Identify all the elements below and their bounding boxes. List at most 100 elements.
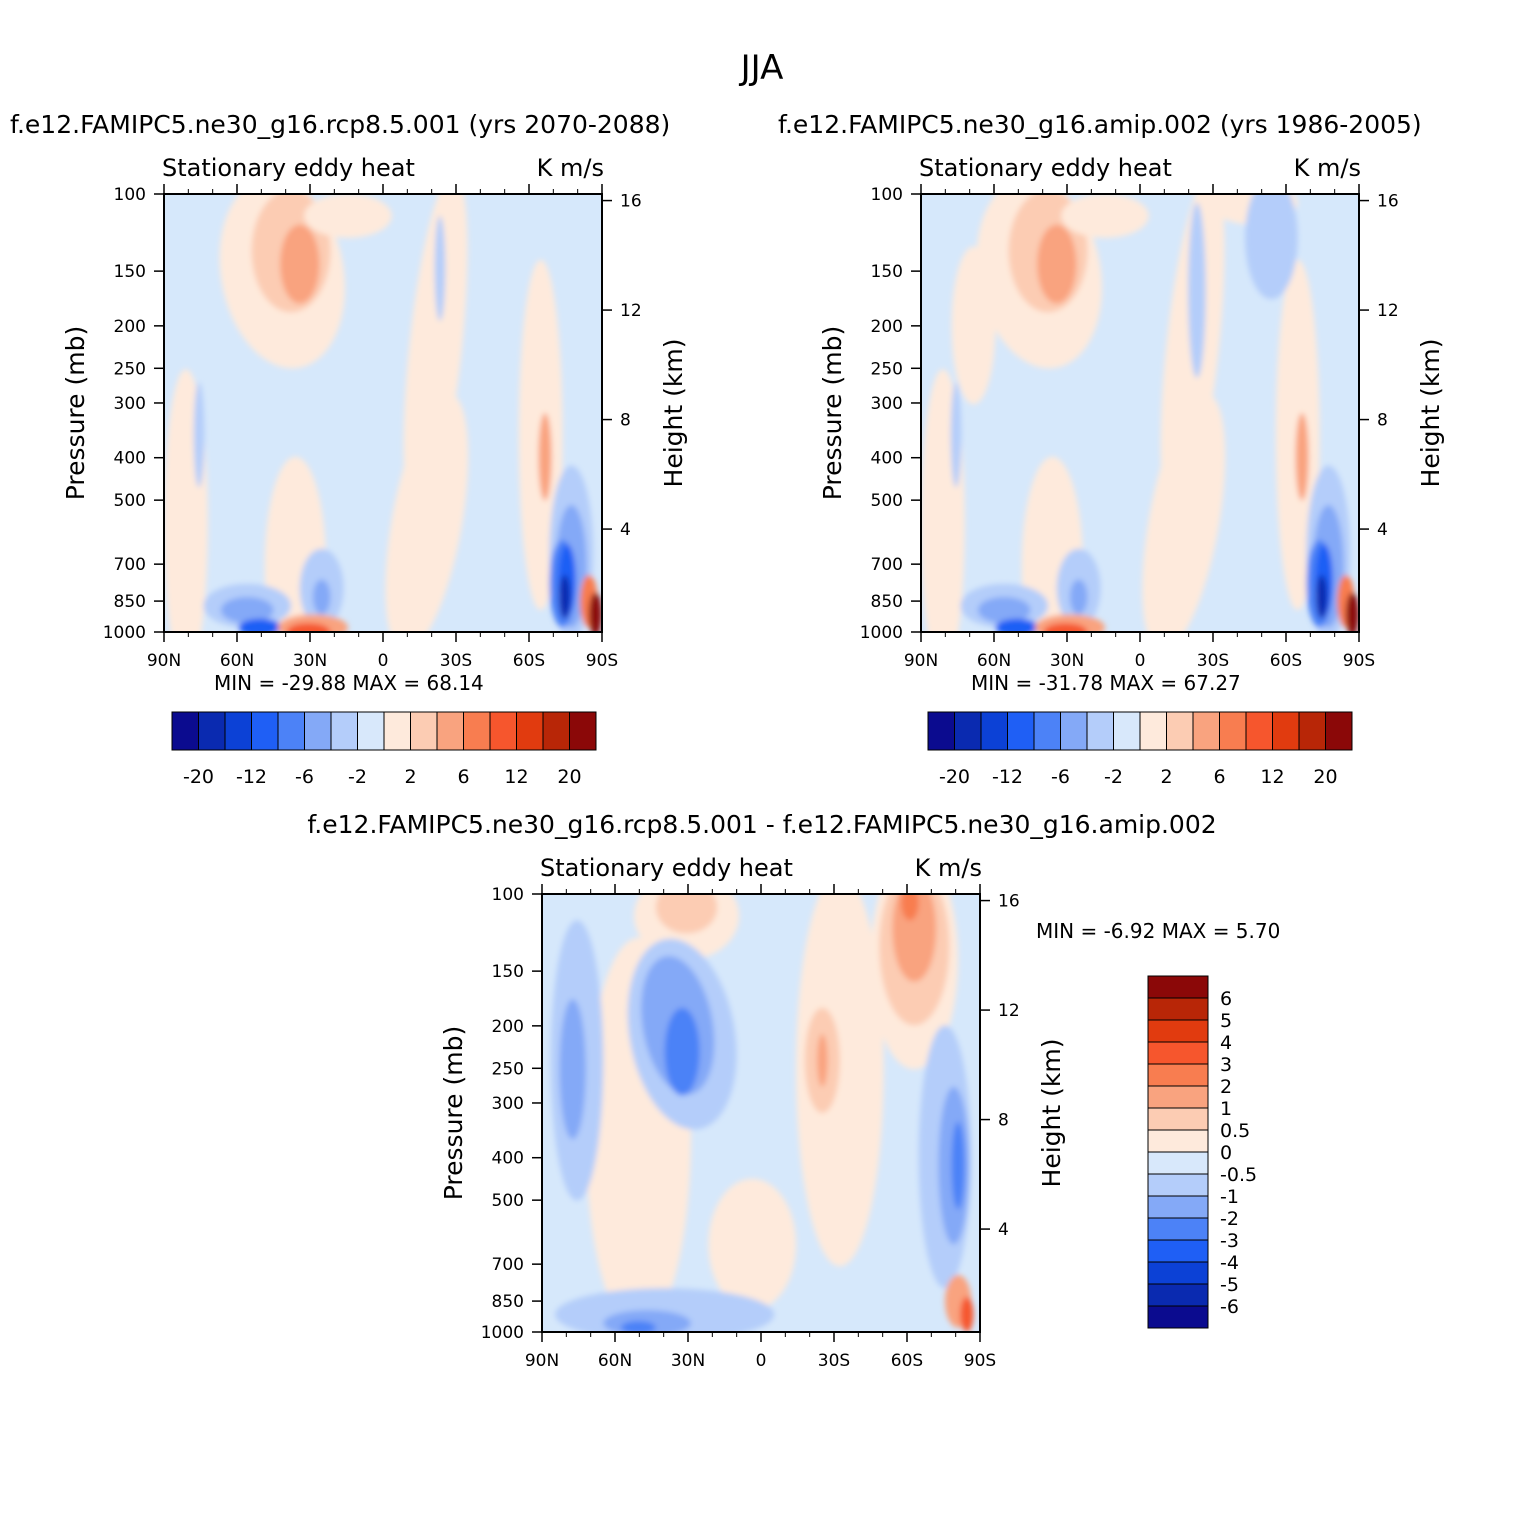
x-tick-label: 60S xyxy=(513,651,545,671)
colorbar-label: -2 xyxy=(1220,1208,1239,1230)
colorbar-box xyxy=(1147,1283,1209,1307)
colorbar-box xyxy=(1192,711,1220,751)
colorbar-box xyxy=(330,711,358,751)
y-tick-label: 200 xyxy=(871,317,903,337)
colorbar-label: 6 xyxy=(457,766,469,788)
x-tick-label: 60N xyxy=(220,651,254,671)
colorbar-box xyxy=(1007,711,1035,751)
panel-left-label: Stationary eddy heat xyxy=(919,154,1172,182)
y-tick-label: 250 xyxy=(114,359,146,379)
min-max-text: MIN = -31.78 MAX = 67.27 xyxy=(971,671,1241,695)
colorbar-box xyxy=(383,711,411,751)
colorbar-box xyxy=(436,711,464,751)
colorbar-box xyxy=(1086,711,1114,751)
colorbar-box xyxy=(1166,711,1194,751)
colorbar-box xyxy=(357,711,385,751)
x-tick-label: 30S xyxy=(440,651,472,671)
colorbar-box xyxy=(277,711,305,751)
colorbar-box xyxy=(1147,1129,1209,1153)
colorbar-box xyxy=(1060,711,1088,751)
contour-field xyxy=(164,194,602,632)
y-tick-label: 850 xyxy=(871,592,903,612)
colorbar-box xyxy=(1033,711,1061,751)
colorbar-box xyxy=(1147,1041,1209,1065)
colorbar-label: -3 xyxy=(1220,1230,1239,1252)
colorbar-label: -4 xyxy=(1220,1252,1239,1274)
colorbar-box xyxy=(1147,1085,1209,1109)
colorbar-box xyxy=(569,711,597,751)
colorbar-box xyxy=(927,711,955,751)
x-tick-label: 30N xyxy=(671,1351,705,1371)
x-tick-label: 0 xyxy=(378,651,389,671)
colorbar-box xyxy=(1147,1261,1209,1285)
colorbar-2: -20 -12 -6 -2 2 6 12 20 MIN = -31.78 MAX = 67.27 xyxy=(927,671,1353,788)
panel1-title: f.e12.FAMIPC5.ne30_g16.rcp8.5.001 (yrs 2… xyxy=(10,110,671,139)
y-tick-label: 100 xyxy=(114,185,146,205)
y-tick-label: 1000 xyxy=(103,623,146,643)
colorbar-label: 3 xyxy=(1220,1054,1232,1076)
colorbar-label: 0 xyxy=(1220,1142,1232,1164)
y-tick-label: 250 xyxy=(492,1059,524,1079)
colorbar-box xyxy=(1147,1063,1209,1087)
colorbar-box xyxy=(1147,1151,1209,1175)
x-tick-label: 0 xyxy=(1135,651,1146,671)
y-tick-label: 100 xyxy=(492,885,524,905)
y-tick-label: 150 xyxy=(871,262,903,282)
colorbar-label: -2 xyxy=(1104,766,1123,788)
colorbar-label: 20 xyxy=(557,766,581,788)
y-tick-label: 400 xyxy=(114,449,146,469)
colorbar-box xyxy=(1147,1173,1209,1197)
y2-tick-label: 16 xyxy=(998,892,1020,912)
colorbar-label: -20 xyxy=(183,766,214,788)
x-tick-label: 90S xyxy=(1343,651,1375,671)
y2-axis-title: Height (km) xyxy=(1037,1039,1066,1188)
y-tick-label: 150 xyxy=(114,262,146,282)
y2-tick-label: 12 xyxy=(1377,301,1399,321)
colorbar-label: -12 xyxy=(992,766,1023,788)
contour-field xyxy=(542,894,980,1332)
panel3-title: f.e12.FAMIPC5.ne30_g16.rcp8.5.001 - f.e1… xyxy=(307,810,1217,839)
y2-tick-label: 12 xyxy=(998,1001,1020,1021)
colorbar-box xyxy=(1147,1217,1209,1241)
panel-2: 90N 60N 30N 0 30S 60S 90S 100 150 200 250 300 400 500… xyxy=(818,154,1445,671)
colorbar-box xyxy=(171,711,199,751)
panel-left-label: Stationary eddy heat xyxy=(540,854,793,882)
colorbar-box xyxy=(1147,1019,1209,1043)
x-tick-label: 90S xyxy=(586,651,618,671)
colorbar-box xyxy=(1113,711,1141,751)
y-tick-label: 100 xyxy=(871,185,903,205)
y-tick-label: 300 xyxy=(492,1094,524,1114)
colorbar-box xyxy=(1147,975,1209,999)
colorbar-label: 6 xyxy=(1213,766,1225,788)
colorbar-label: 1 xyxy=(1220,1098,1232,1120)
colorbar-box xyxy=(489,711,517,751)
colorbar-box xyxy=(1147,1305,1209,1329)
y-tick-label: 700 xyxy=(871,555,903,575)
colorbar-box xyxy=(1219,711,1247,751)
colorbar-label: -6 xyxy=(1220,1296,1239,1318)
y2-tick-label: 8 xyxy=(998,1111,1009,1131)
panel-units-label: K m/s xyxy=(1294,154,1361,182)
x-tick-label: 60N xyxy=(977,651,1011,671)
y-tick-label: 700 xyxy=(492,1255,524,1275)
panel-units-label: K m/s xyxy=(915,854,982,882)
colorbar-box xyxy=(1147,1107,1209,1131)
y-tick-label: 200 xyxy=(114,317,146,337)
colorbar-label: 2 xyxy=(1160,766,1172,788)
colorbar-label: -6 xyxy=(295,766,314,788)
colorbar-label: -0.5 xyxy=(1220,1164,1257,1186)
y2-tick-label: 8 xyxy=(620,411,631,431)
colorbar-label: 2 xyxy=(404,766,416,788)
y-tick-label: 300 xyxy=(114,394,146,414)
x-tick-label: 60N xyxy=(598,1351,632,1371)
y-tick-label: 150 xyxy=(492,962,524,982)
y-tick-label: 700 xyxy=(114,555,146,575)
colorbar-box xyxy=(1147,997,1209,1021)
y-tick-label: 400 xyxy=(492,1149,524,1169)
colorbar-box xyxy=(463,711,491,751)
y-axis-title: Pressure (mb) xyxy=(818,326,847,500)
x-tick-label: 90N xyxy=(904,651,938,671)
y2-tick-label: 8 xyxy=(1377,411,1388,431)
